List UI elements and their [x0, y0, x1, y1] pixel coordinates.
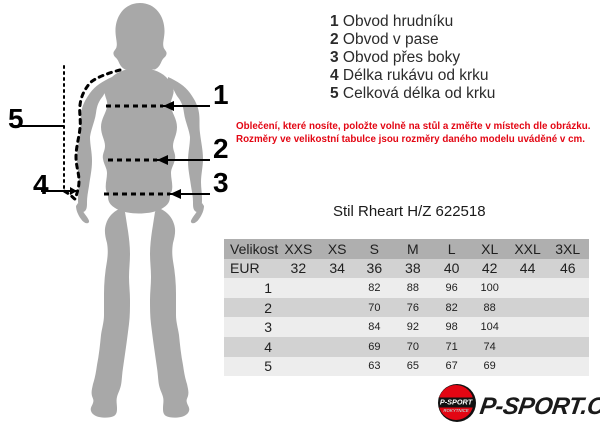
svg-text:P-SPORT: P-SPORT	[440, 398, 473, 407]
svg-text:ROKYTNICE: ROKYTNICE	[443, 408, 468, 413]
